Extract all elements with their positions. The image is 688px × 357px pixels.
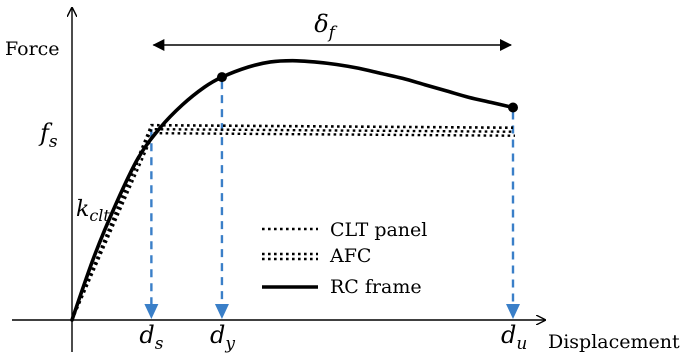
ds-label: ds [139,321,163,354]
guide-lines [144,81,520,319]
ds-main: d [139,321,154,349]
kclt-label: kclt [76,197,110,225]
delta-f-main: δ [314,10,328,38]
dy-sub: y [224,334,235,354]
legend-label-afc: AFC [329,245,371,267]
series-line-afc-b [70,131,516,321]
guide-dy-arrowhead [214,304,229,319]
series-line-clt-panel [70,123,514,321]
du-main: d [501,321,516,349]
delta-f-label: δf [314,10,337,43]
point-dy [216,72,227,83]
dy-main: d [210,321,225,349]
point-du [508,102,518,113]
legend-label-clt-panel: CLT panel [330,219,427,241]
y-axis-label: Force [5,38,60,60]
kclt-main: k [76,197,89,222]
series-layer [70,58,518,322]
du-label: du [501,321,527,354]
x-axis-label: Displacement [548,331,680,353]
du-sub: u [516,334,527,354]
ds-sub: s [155,334,164,354]
dy-label: dy [210,321,235,354]
series-line-rc-frame [70,58,515,322]
legend: CLT panel AFC RC frame [262,219,427,298]
legend-label-rc-frame: RC frame [330,276,422,298]
kclt-sub: clt [89,206,110,225]
fs-label: fs [38,119,58,152]
guide-ds-arrowhead [144,304,159,319]
delta-f-sub: f [327,23,338,43]
guide-du-arrowhead [506,304,520,319]
fs-sub: s [49,132,58,152]
